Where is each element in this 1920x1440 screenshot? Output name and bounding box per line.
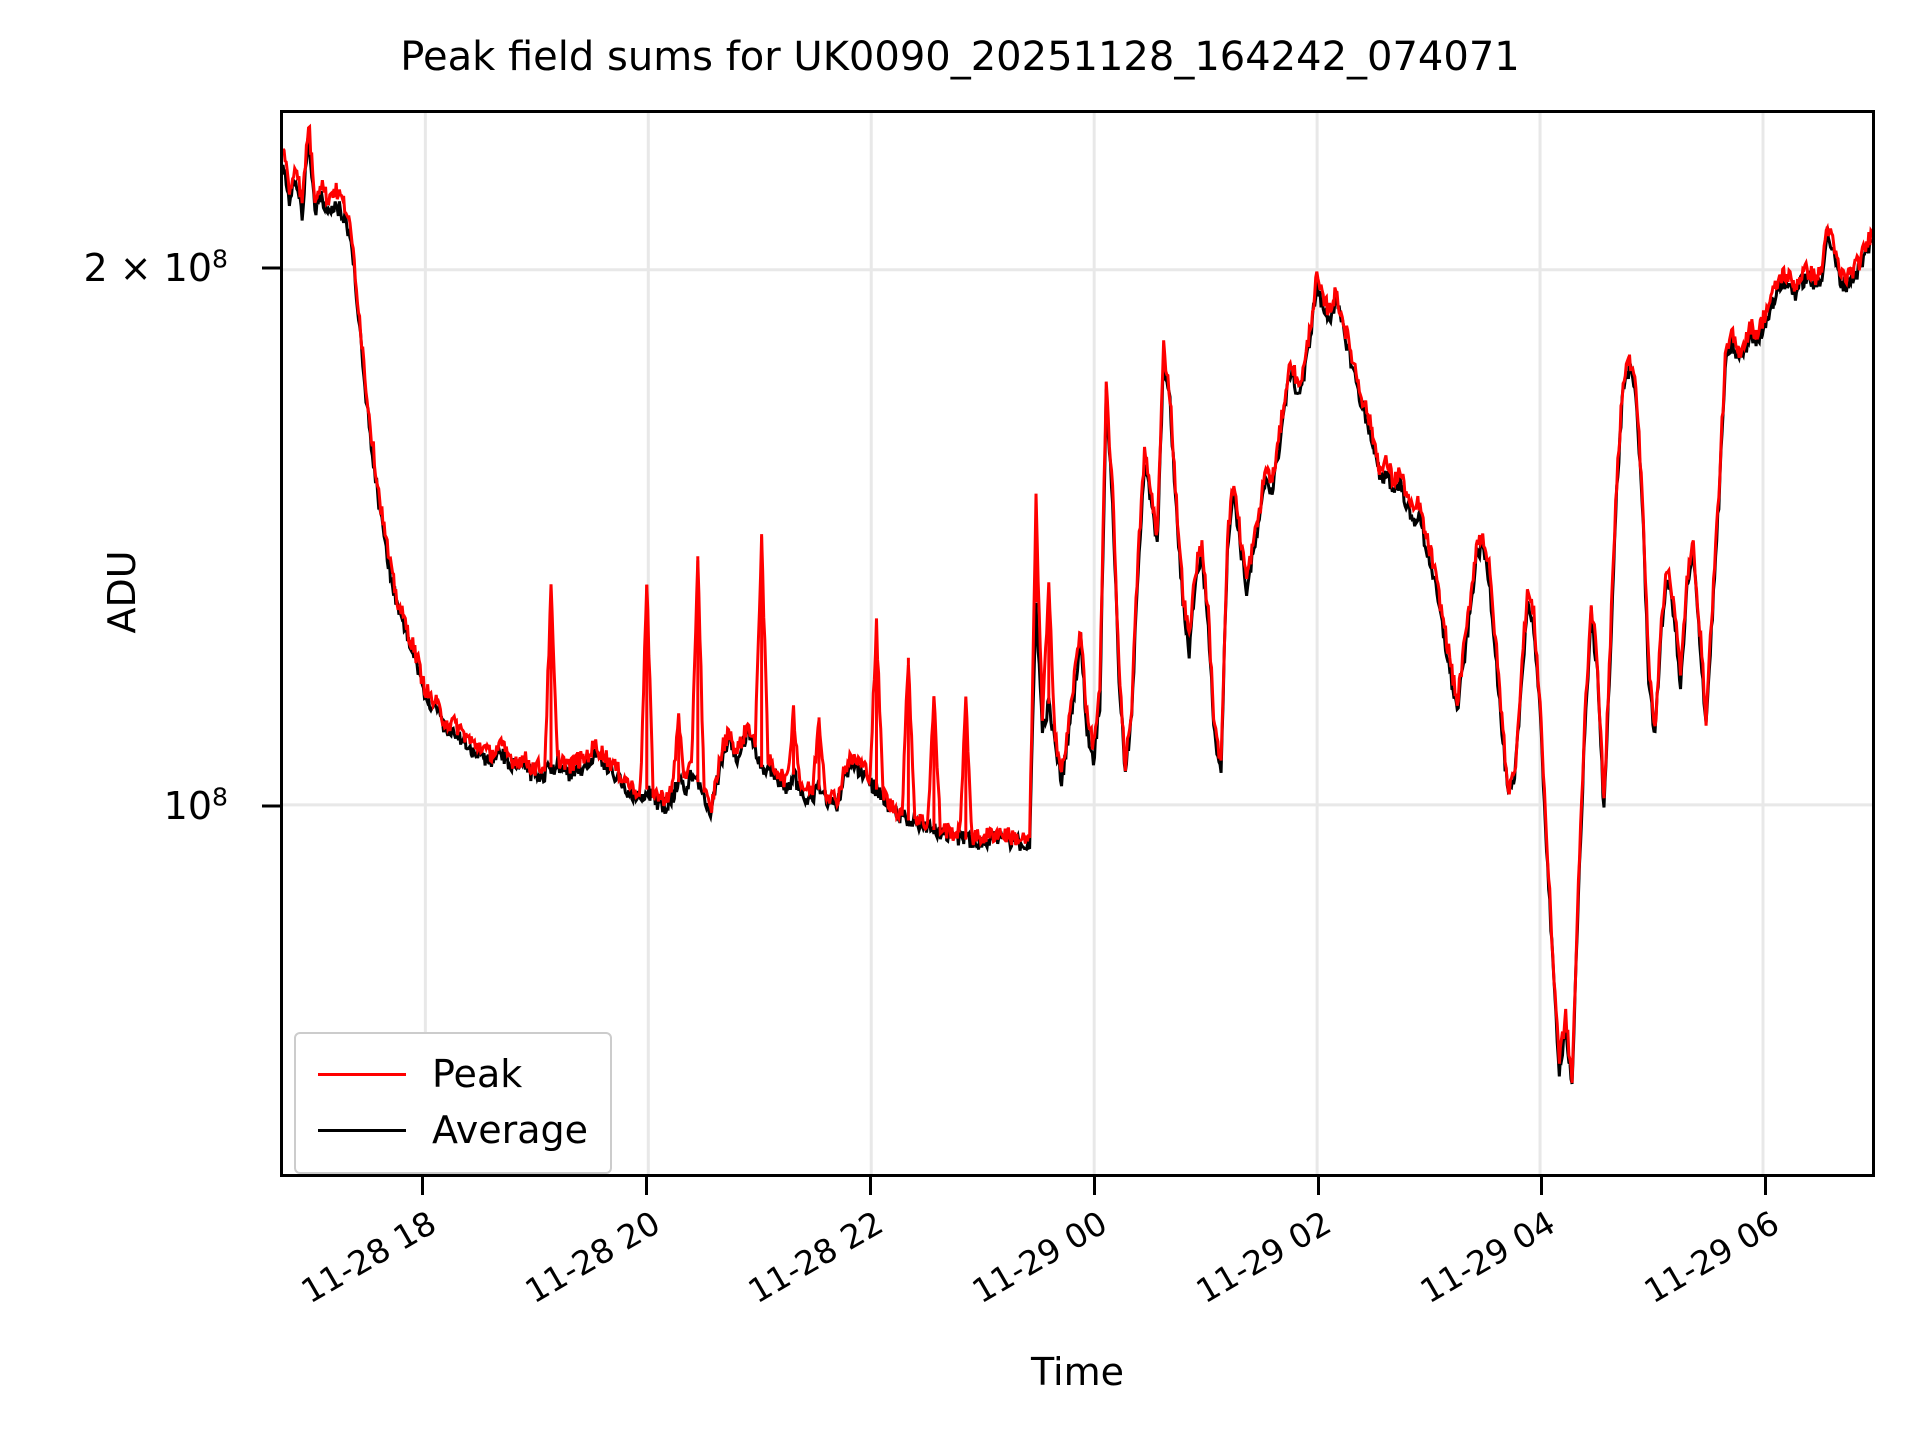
plot-area bbox=[280, 110, 1875, 1177]
x-tick-label: 11-28 22 bbox=[741, 1203, 890, 1311]
x-tick-mark bbox=[1540, 1177, 1544, 1195]
legend-item-peak: Peak bbox=[318, 1046, 588, 1102]
x-tick-label: 11-28 18 bbox=[294, 1203, 443, 1311]
y-tick-mark bbox=[262, 804, 280, 808]
legend-item-average: Average bbox=[318, 1102, 588, 1158]
x-tick-mark bbox=[1092, 1177, 1096, 1195]
legend-swatch-peak bbox=[318, 1072, 406, 1076]
series-lines bbox=[283, 113, 1872, 1174]
x-tick-mark bbox=[1764, 1177, 1768, 1195]
x-axis-ticks: 11-28 18 11-28 20 11-28 22 11-29 00 11-29 02… bbox=[280, 1177, 1875, 1437]
chart-legend: Peak Average bbox=[294, 1032, 613, 1174]
series-peak bbox=[283, 127, 1872, 1083]
y-tick-label: 2 × 108 bbox=[83, 243, 229, 290]
legend-swatch-average bbox=[318, 1128, 406, 1132]
x-tick-label: 11-28 20 bbox=[518, 1203, 667, 1311]
x-tick-mark bbox=[421, 1177, 425, 1195]
x-tick-label: 11-29 06 bbox=[1637, 1203, 1786, 1311]
x-tick-label: 11-29 02 bbox=[1189, 1203, 1338, 1311]
x-tick-mark bbox=[1316, 1177, 1320, 1195]
y-axis-ticks: 108 2 × 108 bbox=[0, 110, 280, 1177]
x-tick-mark bbox=[868, 1177, 872, 1195]
y-tick-mark bbox=[262, 266, 280, 270]
x-tick-label: 11-29 04 bbox=[1413, 1203, 1562, 1311]
legend-label-average: Average bbox=[432, 1108, 589, 1152]
x-tick-label: 11-29 00 bbox=[965, 1203, 1114, 1311]
legend-label-peak: Peak bbox=[432, 1052, 523, 1096]
x-axis-label: Time bbox=[1031, 1350, 1124, 1394]
x-tick-mark bbox=[645, 1177, 649, 1195]
y-tick-label: 108 bbox=[163, 782, 228, 828]
series-average bbox=[283, 134, 1872, 1084]
chart-title: Peak field sums for UK0090_20251128_1642… bbox=[400, 34, 1520, 80]
